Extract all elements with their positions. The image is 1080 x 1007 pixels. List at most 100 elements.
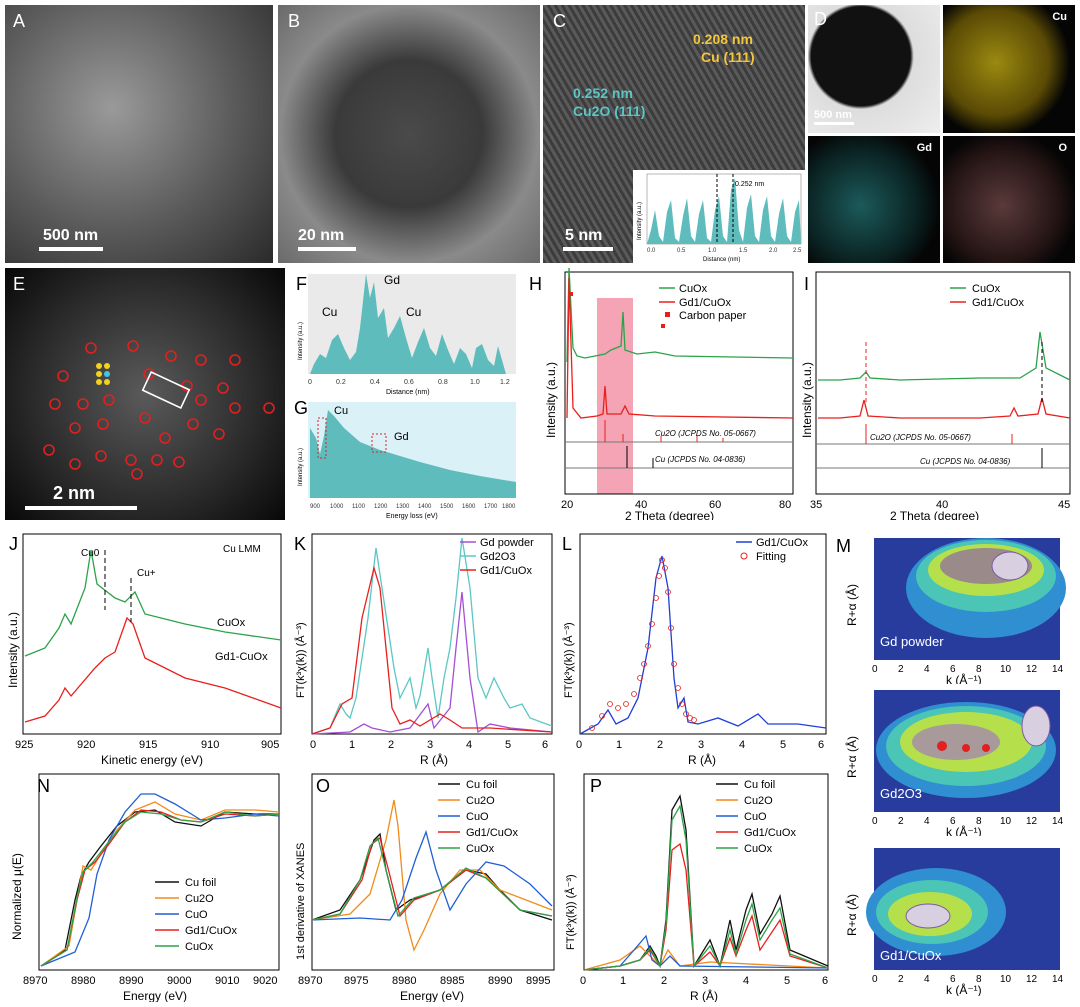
tick-label: 6 bbox=[818, 739, 824, 751]
legend-label: Carbon paper bbox=[679, 310, 747, 322]
tick-label: 1.5 bbox=[739, 248, 748, 254]
tick-label: 3 bbox=[698, 739, 704, 751]
tick-label: 9010 bbox=[215, 975, 239, 987]
legend: Cu foil Cu2O CuO Gd1/CuOx CuOx bbox=[438, 779, 518, 855]
x-axis-label: 2 Theta (degree) bbox=[890, 509, 979, 520]
y-axis-label: Intensity (a.u.) bbox=[800, 362, 814, 438]
legend-label: CuO bbox=[185, 909, 208, 921]
y-axis-label: FT(k³χ(k)) (Å⁻³) bbox=[294, 622, 307, 698]
map-label: Gd1/CuOx bbox=[880, 948, 942, 963]
tick-label: 1.2 bbox=[500, 379, 510, 386]
marker-cu-plus: Cu+ bbox=[137, 568, 156, 579]
legend-label: CuO bbox=[466, 811, 489, 823]
panel-label: A bbox=[13, 11, 26, 31]
inset-annotation: 0.252 nm bbox=[735, 181, 764, 188]
tick-label: 40 bbox=[936, 499, 948, 511]
y-axis-label: Normalized μ(E) bbox=[10, 853, 24, 940]
chart-i: CuOx Gd1/CuOx Cu2O (JCPDS No. 05-0667) C… bbox=[800, 271, 1071, 523]
tick-label: 2 bbox=[898, 816, 904, 827]
x-axis-label: Kinetic energy (eV) bbox=[101, 753, 203, 767]
tick-label: 8980 bbox=[392, 975, 416, 987]
legend-label: Cu2O bbox=[185, 893, 214, 905]
map-label: Gd bbox=[916, 142, 932, 154]
scale-text: 500 nm bbox=[814, 109, 852, 121]
x-axis-label: Energy (eV) bbox=[400, 989, 464, 1002]
x-ticks: 8970 8980 8990 9000 9010 9020 bbox=[23, 975, 277, 987]
tick-label: 0.8 bbox=[438, 379, 448, 386]
tick-label: 60 bbox=[709, 499, 721, 511]
x-ticks: 8970 8975 8980 8985 8990 8995 bbox=[298, 975, 550, 987]
chart-n: Cu foil Cu2O CuO Gd1/CuOx CuOx 8970 8980… bbox=[10, 773, 280, 1003]
ref-label: Cu (JCPDS No. 04-0836) bbox=[920, 457, 1011, 466]
panel-label: K bbox=[294, 534, 307, 554]
x-ticks: 925 920 915 910 905 bbox=[15, 739, 279, 751]
tick-label: 1 bbox=[349, 739, 355, 751]
cu-ref-sticks bbox=[626, 446, 654, 468]
tick-label: 4 bbox=[924, 664, 930, 675]
y-axis-label: R+α (Å) bbox=[844, 894, 859, 936]
peak-label: Cu bbox=[334, 405, 348, 417]
x-axis-label: R (Å) bbox=[420, 752, 448, 767]
tick-label: 6 bbox=[950, 974, 956, 985]
tick-label: 40 bbox=[635, 499, 647, 511]
inset-y-label: Intensity (a.u.) bbox=[637, 202, 643, 240]
tick-label: 925 bbox=[15, 739, 33, 751]
scale-bar bbox=[39, 247, 103, 251]
panel-label: F bbox=[296, 274, 307, 294]
scale-bar bbox=[298, 247, 356, 251]
legend-label: Gd1/CuOx bbox=[466, 827, 518, 839]
tick-label: 8970 bbox=[23, 975, 47, 987]
panel-label: E bbox=[13, 274, 26, 294]
chart-p: Cu foil Cu2O CuO Gd1/CuOx CuOx 0 1 2 3 4… bbox=[564, 773, 829, 1003]
tick-label: 1.0 bbox=[708, 248, 717, 254]
panel-j-auger: Cu0 Cu+ Cu LMM CuOx Gd1-CuOx 925 920 915… bbox=[5, 528, 285, 768]
chart-h: CuOx Gd1/CuOx Carbon paper Cu2O (JCPDS N… bbox=[544, 267, 794, 523]
panel-i-xrd-zoom: CuOx Gd1/CuOx Cu2O (JCPDS No. 05-0667) C… bbox=[800, 268, 1075, 523]
tick-label: 9000 bbox=[167, 975, 191, 987]
tick-label: 4 bbox=[743, 975, 749, 987]
tick-label: 1700 bbox=[484, 504, 498, 510]
legend: Cu foil Cu2O CuO Gd1/CuOx CuOx bbox=[716, 779, 796, 855]
tick-label: 1.0 bbox=[470, 379, 480, 386]
tick-label: 5 bbox=[505, 739, 511, 751]
curve-label: CuOx bbox=[217, 617, 246, 629]
peak-label: Cu bbox=[322, 305, 337, 319]
tick-label: 6 bbox=[950, 816, 956, 827]
wavelet-map-gd-powder: Gd powder R+α (Å) 0 2 4 6 8 10 12 14 k (… bbox=[844, 538, 1066, 684]
cu2o-ref-sticks bbox=[604, 420, 724, 442]
tick-label: 0 bbox=[872, 974, 878, 985]
tick-label: 10 bbox=[1000, 664, 1012, 675]
legend-label: CuOx bbox=[744, 843, 773, 855]
x-ticks: 0 2 4 6 8 10 12 14 bbox=[872, 974, 1064, 985]
x-ticks: 0 1 2 3 4 5 6 bbox=[580, 975, 828, 987]
tick-label: 0 bbox=[310, 739, 316, 751]
tick-label: 80 bbox=[779, 499, 791, 511]
tick-label: 10 bbox=[1000, 974, 1012, 985]
legend-label: CuOx bbox=[679, 283, 708, 295]
chart-title: Cu LMM bbox=[223, 544, 261, 555]
legend-label: Cu2O bbox=[744, 795, 773, 807]
legend-label: Gd1/CuOx bbox=[756, 537, 808, 549]
tick-label: 5 bbox=[780, 739, 786, 751]
tick-label: 10 bbox=[1000, 816, 1012, 827]
panel-label: C bbox=[553, 11, 566, 31]
panel-label: N bbox=[37, 776, 50, 796]
x-axis-label: k (Å⁻¹) bbox=[946, 982, 982, 996]
panel-label: M bbox=[836, 536, 851, 556]
tick-label: 8980 bbox=[71, 975, 95, 987]
curve-label: Gd1-CuOx bbox=[215, 651, 268, 663]
tick-label: 1600 bbox=[462, 504, 476, 510]
tick-label: 1 bbox=[620, 975, 626, 987]
scale-text: 5 nm bbox=[565, 227, 603, 244]
inset-x-ticks: 0.0 0.5 1.0 1.5 2.0 2.5 bbox=[647, 248, 802, 254]
tick-label: 2 bbox=[661, 975, 667, 987]
panel-o-xanes-derivative: Cu foil Cu2O CuO Gd1/CuOx CuOx 8970 8975… bbox=[290, 770, 558, 1003]
tick-label: 14 bbox=[1052, 664, 1064, 675]
inset-line-profile: 0.252 nm 0.0 0.5 1.0 1.5 2.0 2.5 Distanc… bbox=[633, 170, 805, 263]
inset-x-label: Distance (nm) bbox=[703, 257, 740, 263]
chart-k: Gd powder Gd2O3 Gd1/CuOx 0 1 2 3 4 5 6 R… bbox=[294, 533, 553, 767]
map-label: Gd2O3 bbox=[880, 786, 922, 801]
y-axis-label: Intensity (a.u.) bbox=[544, 362, 558, 438]
tick-label: 1200 bbox=[374, 504, 388, 510]
scale-bar bbox=[563, 247, 613, 251]
